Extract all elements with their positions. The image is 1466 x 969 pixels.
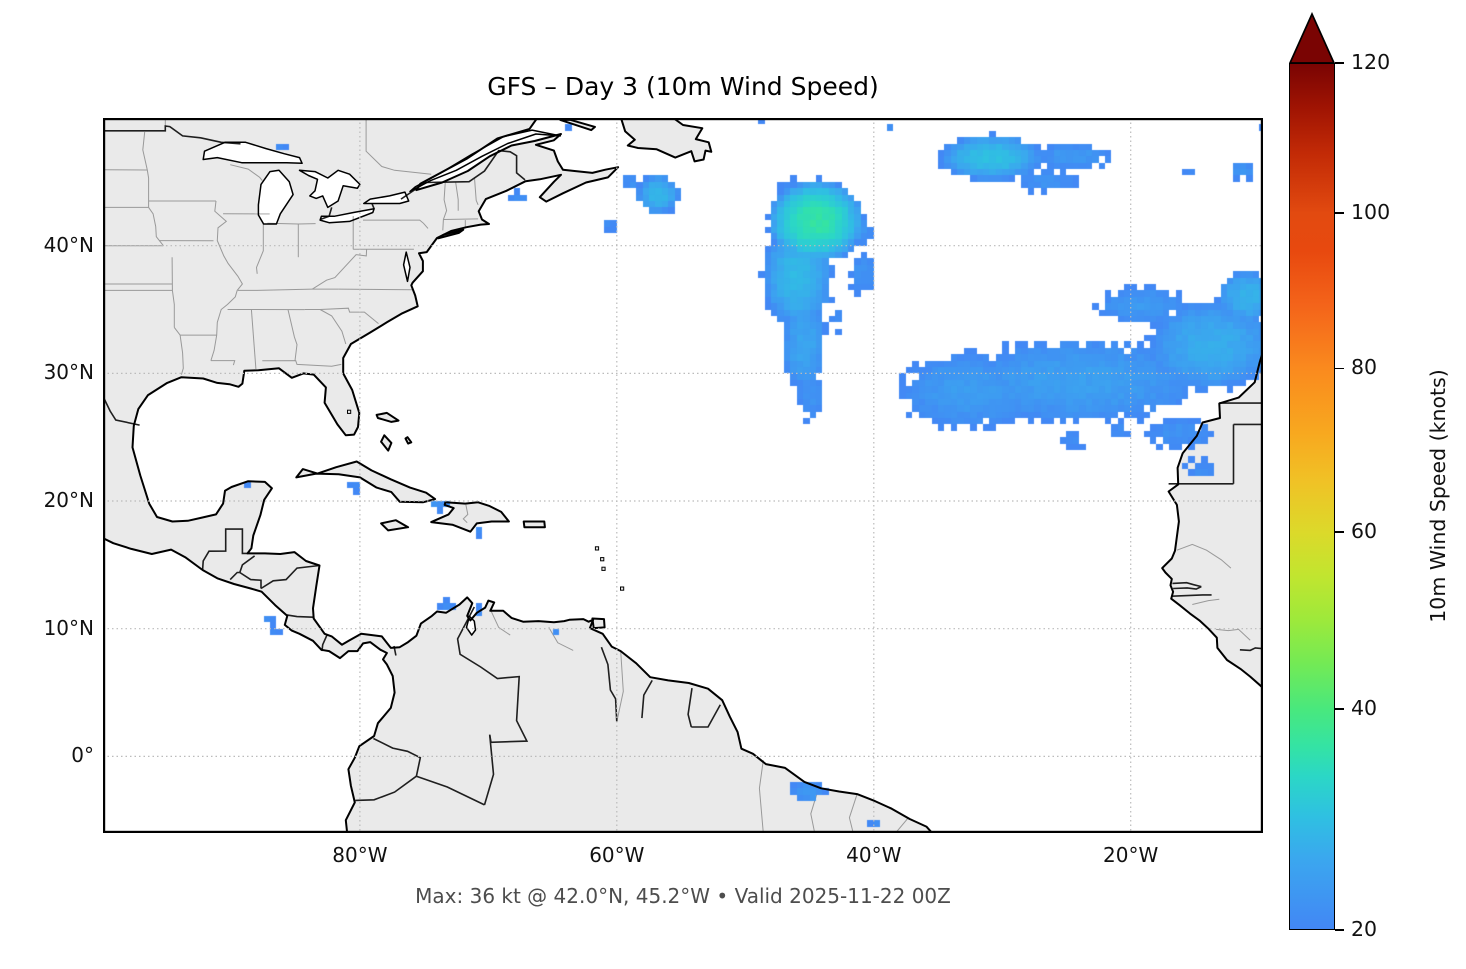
- colorbar-tick-mark: [1335, 708, 1344, 711]
- x-tick-label: 40°W: [846, 843, 902, 867]
- y-tick-label: 30°N: [43, 360, 94, 385]
- latitude-axis: 40°N 30°N 20°N 10°N 0°: [0, 0, 96, 969]
- colorbar-extend-arrow: [1289, 12, 1335, 64]
- coastline-grid-overlay: [103, 118, 1263, 833]
- chart-title: GFS – Day 3 (10m Wind Speed): [487, 72, 879, 101]
- colorbar-axis-label: 10m Wind Speed (knots): [1426, 369, 1450, 623]
- colorbar-tick-mark: [1335, 62, 1344, 64]
- map-plot-area: [103, 118, 1263, 833]
- colorbar-tick-label: 40: [1351, 696, 1378, 721]
- x-tick-label: 80°W: [332, 843, 388, 867]
- colorbar-tick-label: 80: [1351, 355, 1378, 380]
- colorbar-tick-label: 60: [1351, 519, 1378, 544]
- y-tick-label: 10°N: [43, 615, 94, 640]
- wind-speed-raster-layer: [103, 118, 1263, 833]
- colorbar-tick-mark: [1335, 531, 1344, 533]
- y-tick-label: 20°N: [43, 488, 94, 513]
- colorbar: [1289, 63, 1335, 930]
- colorbar-tick-mark: [1335, 367, 1344, 370]
- colorbar-tick-label: 120: [1351, 50, 1391, 74]
- colorbar-tick-mark: [1335, 211, 1344, 214]
- y-tick-label: 40°N: [43, 232, 94, 257]
- y-tick-label: 0°: [71, 743, 94, 768]
- colorbar-tick-label: 100: [1351, 199, 1391, 224]
- longitude-axis: 80°W 60°W 40°W 20°W: [0, 843, 1466, 873]
- colorbar-tick-mark: [1335, 929, 1344, 931]
- x-tick-label: 60°W: [589, 843, 645, 867]
- colorbar-tick-label: 20: [1351, 917, 1378, 941]
- max-valid-caption: Max: 36 kt @ 42.0°N, 45.2°W • Valid 2025…: [415, 884, 951, 908]
- x-tick-label: 20°W: [1103, 843, 1159, 867]
